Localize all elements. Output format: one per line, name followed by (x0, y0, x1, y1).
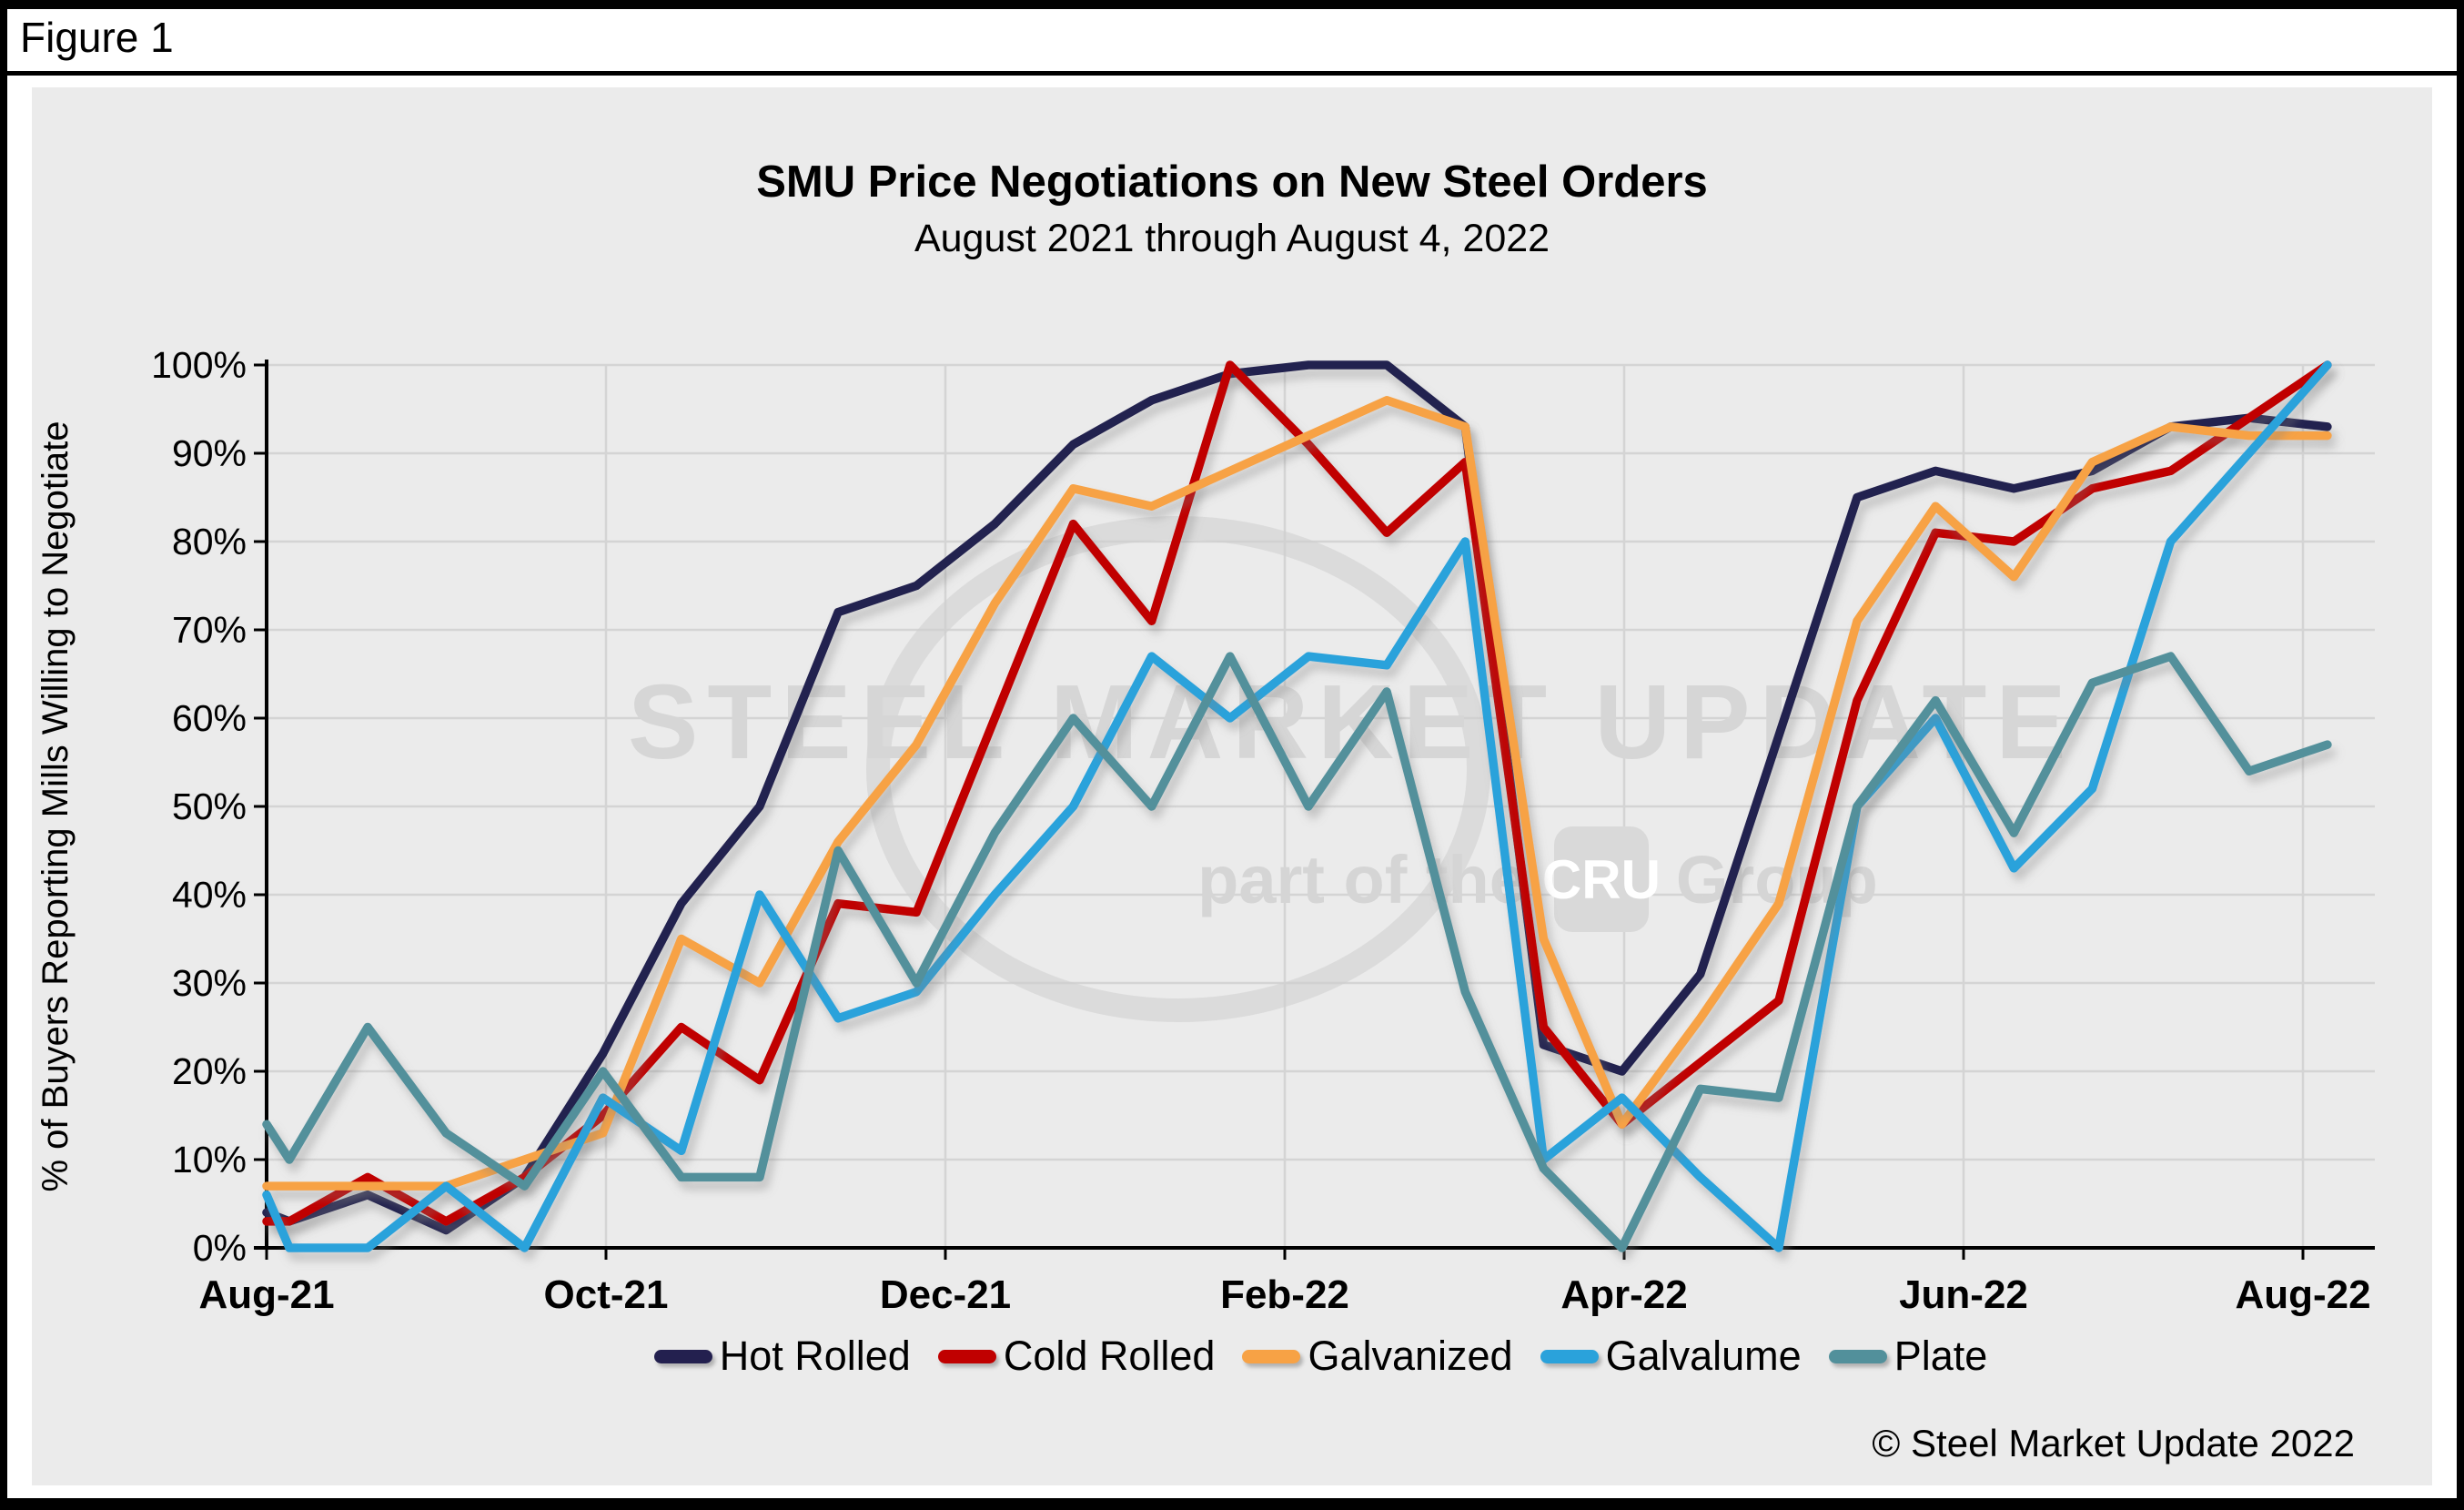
y-tick-label: 20% (171, 1050, 247, 1092)
x-tick-label: Jun-22 (1899, 1272, 2028, 1317)
x-tick-label: Apr-22 (1560, 1272, 1688, 1317)
watermark-cru-row: part of the CRU Group (1197, 826, 1878, 932)
x-tick-label: Aug-21 (198, 1272, 335, 1317)
x-tick-label: Aug-22 (2235, 1272, 2371, 1317)
legend-swatch (653, 1349, 712, 1363)
cru-logo: CRU (1542, 826, 1661, 932)
legend-label: Cold Rolled (1003, 1333, 1216, 1379)
legend-swatch (1242, 1349, 1301, 1363)
header-divider (7, 71, 2457, 76)
y-tick-label: 10% (171, 1139, 247, 1181)
y-tick-label: 0% (192, 1227, 247, 1269)
legend-label: Galvalume (1605, 1333, 1802, 1379)
y-tick-label: 50% (171, 785, 247, 827)
legend-swatch (1828, 1349, 1887, 1363)
y-tick-label: 60% (171, 697, 247, 739)
x-tick-label: Feb-22 (1220, 1272, 1349, 1317)
figure-label: Figure 1 (20, 14, 174, 61)
legend-label: Hot Rolled (719, 1333, 911, 1379)
x-tick-label: Oct-21 (543, 1272, 669, 1317)
chart-subtitle: August 2021 through August 4, 2022 (914, 217, 1550, 260)
y-axis-title: % of Buyers Reporting Mills Willing to N… (35, 421, 76, 1192)
y-tick-label: 40% (171, 874, 247, 916)
legend-item-hot-rolled: Hot Rolled (653, 1333, 911, 1380)
legend-swatch (937, 1349, 996, 1363)
y-tick-label: 100% (151, 344, 247, 386)
y-tick-label: 90% (171, 432, 247, 474)
watermark-steel-market-update: STEEL MARKET UPDATE (628, 663, 2075, 781)
legend-swatch (1540, 1349, 1599, 1363)
copyright-footer: © Steel Market Update 2022 (1872, 1422, 2355, 1464)
watermark-group: Group (1675, 841, 1878, 917)
legend-item-plate: Plate (1828, 1333, 1988, 1380)
legend-item-galvalume: Galvalume (1540, 1333, 1802, 1380)
y-tick-label: 80% (171, 521, 247, 562)
watermark-part-of-the: part of the (1197, 841, 1527, 917)
x-tick-label: Dec-21 (879, 1272, 1012, 1317)
legend-label: Galvanized (1308, 1333, 1513, 1379)
chart-title: SMU Price Negotiations on New Steel Orde… (756, 157, 1708, 207)
legend-item-cold-rolled: Cold Rolled (937, 1333, 1216, 1380)
legend: Hot Rolled Cold Rolled Galvanized Galvalume… (267, 1333, 2375, 1380)
y-tick-label: 70% (171, 609, 247, 651)
legend-label: Plate (1893, 1333, 1988, 1379)
y-tick-label: 30% (171, 962, 247, 1004)
legend-item-galvanized: Galvanized (1242, 1333, 1513, 1380)
